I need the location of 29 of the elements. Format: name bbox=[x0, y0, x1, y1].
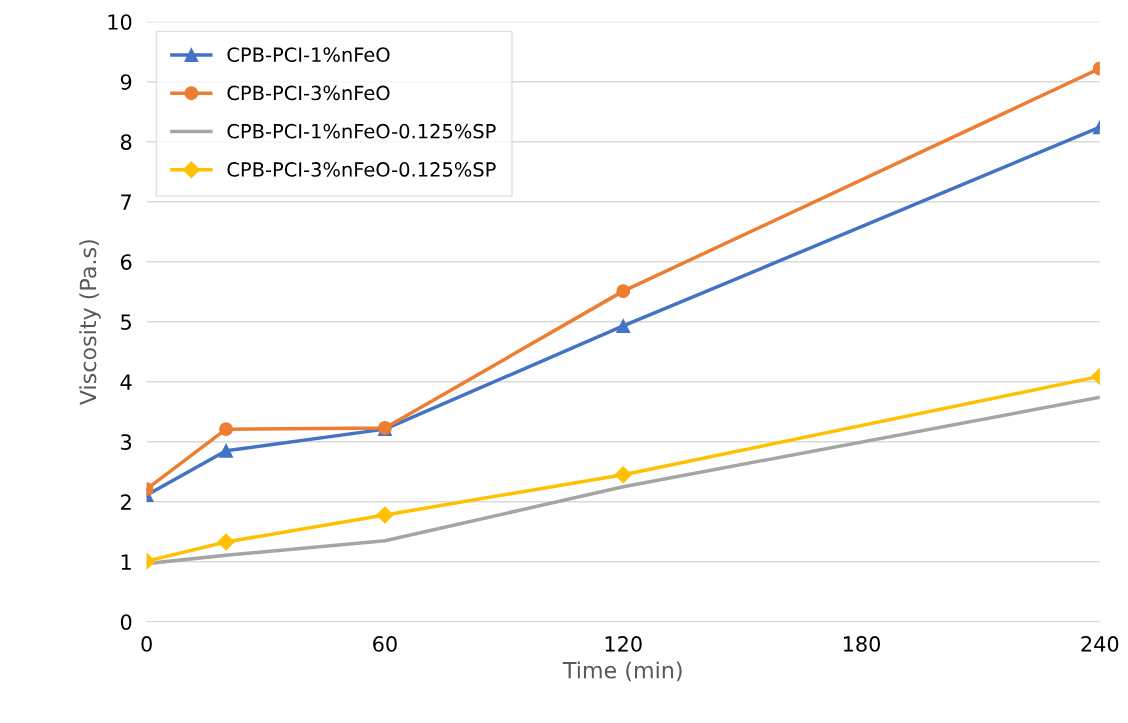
point bbox=[376, 506, 394, 524]
y-tick-label: 4 bbox=[120, 374, 132, 390]
point bbox=[217, 533, 235, 551]
legend-label: CPB-PCI-1%nFeO bbox=[227, 47, 390, 63]
y-tick-label: 6 bbox=[120, 254, 132, 270]
point bbox=[614, 466, 632, 484]
y-tick-label: 1 bbox=[121, 554, 131, 570]
legend-label: CPB-PCI-1%nFeO-0.125%SP bbox=[227, 123, 496, 139]
y-tick-label: 0 bbox=[120, 614, 132, 630]
point bbox=[616, 318, 631, 333]
y-tick-label: 10 bbox=[108, 14, 132, 30]
y-tick-label: 5 bbox=[121, 314, 131, 330]
x-tick-label: 0 bbox=[141, 636, 152, 652]
legend-label: CPB-PCI-3%nFeO bbox=[227, 85, 390, 101]
y-tick-label: 2 bbox=[121, 494, 131, 510]
x-tick-label: 60 bbox=[373, 636, 397, 652]
y-axis-title: Viscosity (Pa.s) bbox=[79, 240, 101, 406]
point bbox=[616, 284, 631, 299]
y-tick-label: 9 bbox=[120, 74, 132, 90]
x-tick-label: 180 bbox=[843, 636, 881, 652]
x-axis-title: Time (min) bbox=[562, 661, 682, 682]
y-tick-label: 7 bbox=[121, 194, 131, 210]
y-tick-label: 8 bbox=[120, 134, 132, 150]
point bbox=[219, 443, 234, 458]
x-tick-label: 240 bbox=[1081, 636, 1119, 652]
legend-label: CPB-PCI-3%nFeO-0.125%SP bbox=[227, 162, 496, 177]
point bbox=[219, 422, 234, 437]
y-tick-label: 3 bbox=[121, 434, 132, 450]
x-tick-label: 120 bbox=[605, 636, 642, 652]
